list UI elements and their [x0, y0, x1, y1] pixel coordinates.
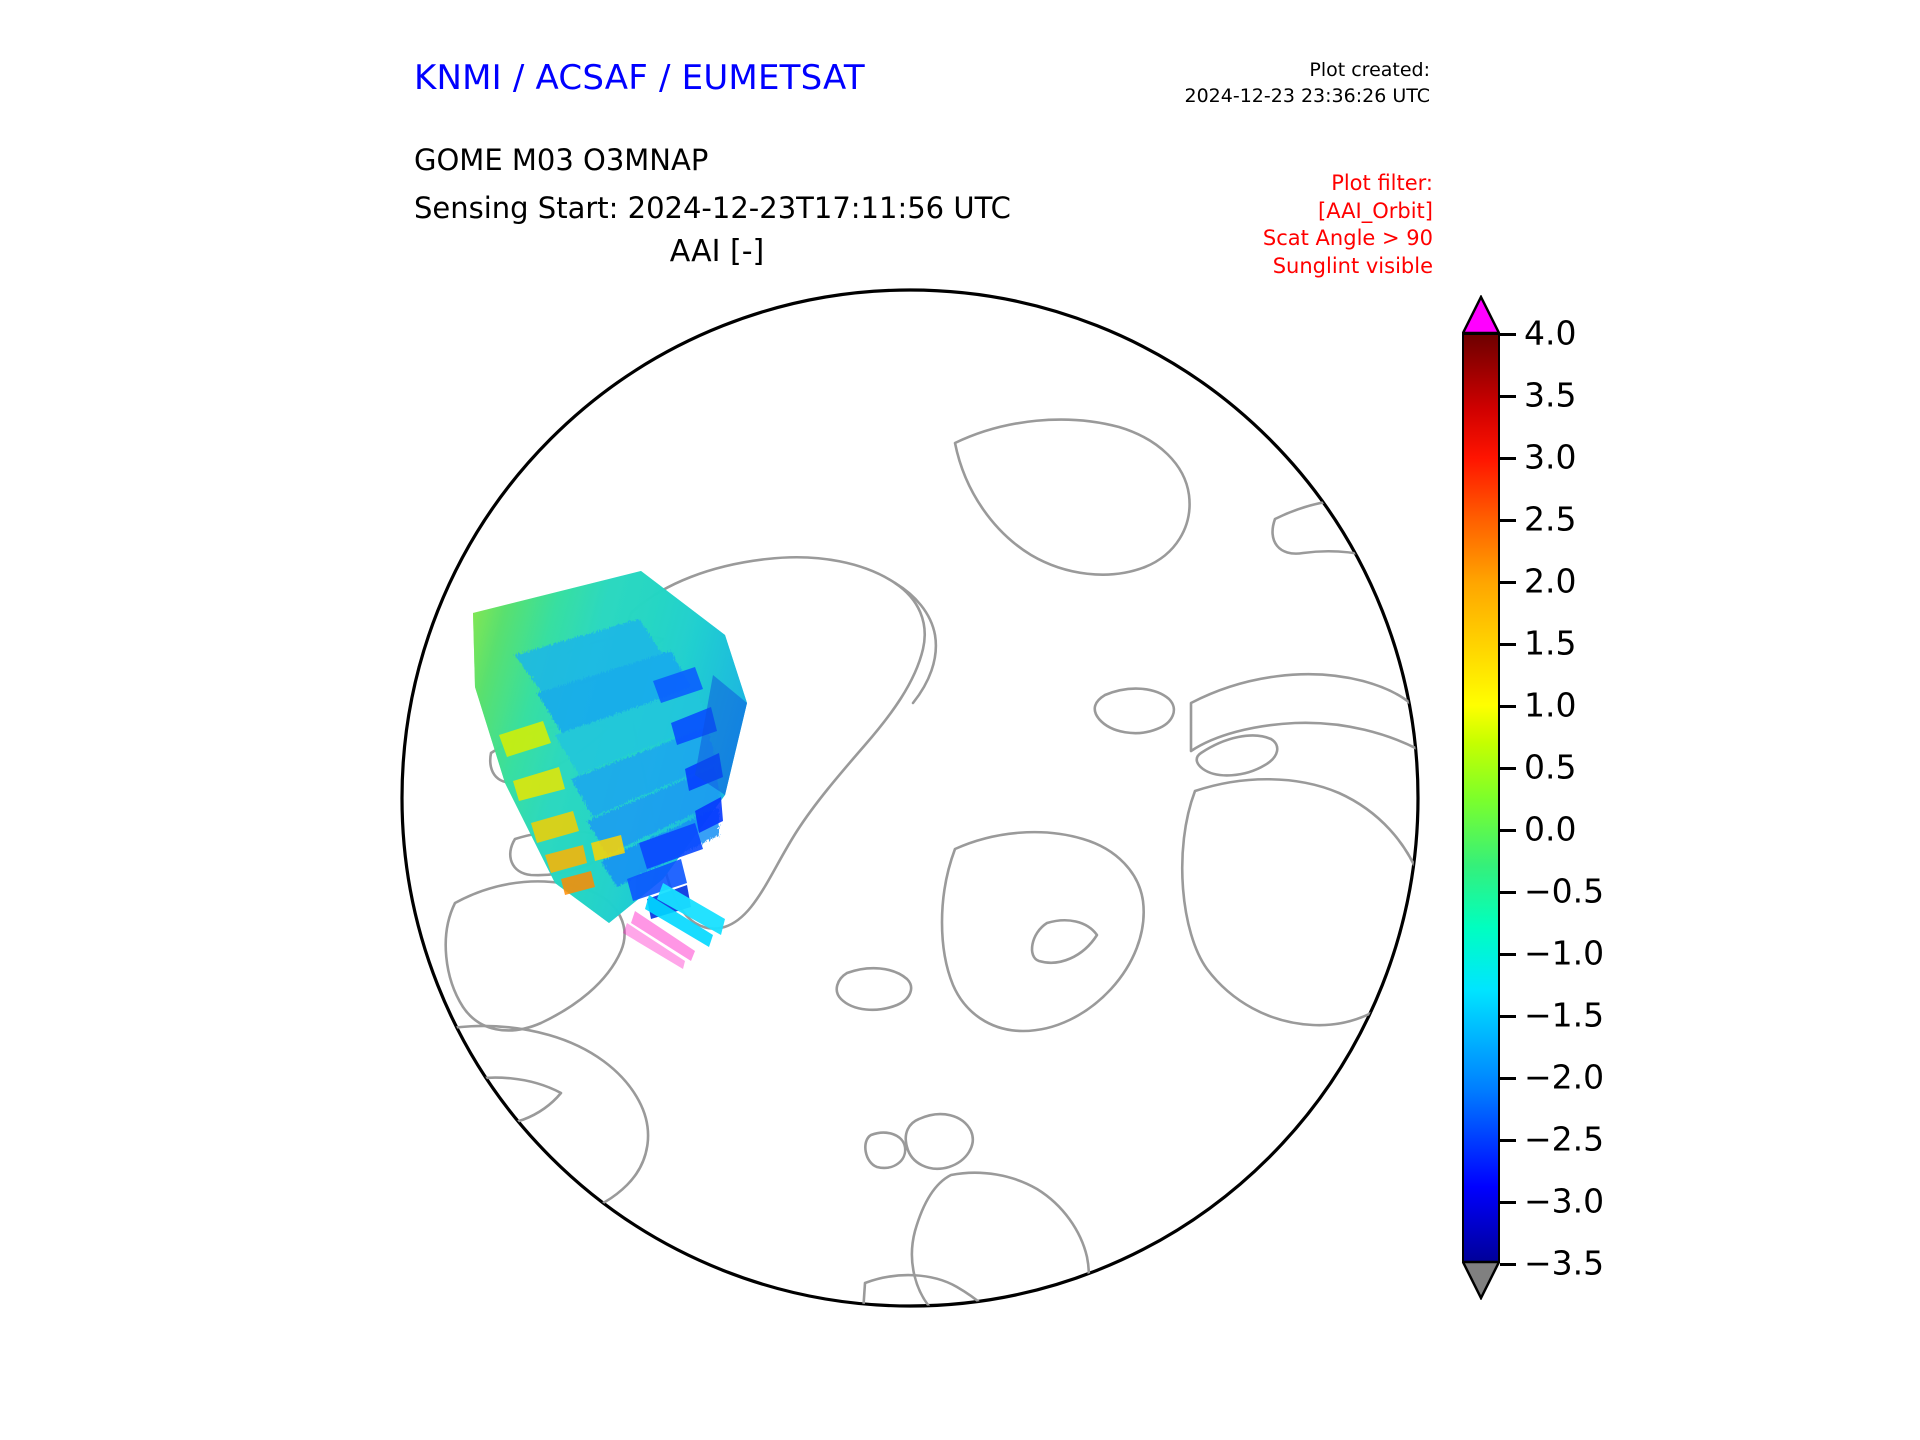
colorbar-tick-label: −1.5 [1524, 995, 1605, 1035]
colorbar-tick-label: 3.5 [1524, 375, 1577, 415]
colorbar-tick-label: 0.5 [1524, 747, 1577, 787]
colorbar-under-arrow-outline [1462, 1260, 1500, 1300]
colorbar-tick-label: −1.0 [1524, 933, 1605, 973]
colorbar-tick [1500, 1139, 1516, 1142]
colorbar-tick [1500, 1077, 1516, 1080]
colorbar-tick [1500, 519, 1516, 522]
colorbar-tick [1500, 829, 1516, 832]
organisation-title: KNMI / ACSAF / EUMETSAT [414, 58, 865, 98]
plot-filter-block: Plot filter: [AAI_Orbit] Scat Angle > 90… [1263, 170, 1433, 281]
globe-outline [400, 288, 1420, 1308]
colorbar-tick [1500, 1015, 1516, 1018]
colorbar-over-arrow [1462, 297, 1500, 333]
colorbar-tick-label: 4.0 [1524, 313, 1577, 353]
colorbar-over-arrow-outline [1462, 295, 1500, 335]
colorbar-tick-label: −3.5 [1524, 1243, 1605, 1283]
aai-swath [473, 571, 747, 969]
colorbar-tick-label: 2.0 [1524, 561, 1577, 601]
colorbar-tick [1500, 333, 1516, 336]
colorbar-tick [1500, 953, 1516, 956]
plot-filter-condition: Scat Angle > 90 [1262, 226, 1433, 251]
plot-filter-note: Sunglint visible [1272, 254, 1433, 279]
colorbar-tick-label: 1.5 [1524, 623, 1577, 663]
colorbar-tick [1500, 705, 1516, 708]
colorbar-tick-label: 3.0 [1524, 437, 1577, 477]
colorbar-gradient [1462, 333, 1500, 1263]
plot-filter-label: Plot filter: [1331, 171, 1433, 195]
colorbar-tick [1500, 891, 1516, 894]
colorbar-tick-label: 0.0 [1524, 809, 1577, 849]
colorbar[interactable]: 4.0 3.5 3.0 2.5 2.0 1.5 1.0 0.5 0.0 −0.5 −1.0 −1.5 −… [1448, 285, 1748, 1315]
colorbar-tick-label: −0.5 [1524, 871, 1605, 911]
colorbar-tick-label: −3.0 [1524, 1181, 1605, 1221]
colorbar-tick [1500, 457, 1516, 460]
colorbar-tick-label: 2.5 [1524, 499, 1577, 539]
colorbar-tick [1500, 581, 1516, 584]
colorbar-under-arrow [1462, 1262, 1500, 1298]
colorbar-tick-label: 1.0 [1524, 685, 1577, 725]
plot-created-block: Plot created: 2024-12-23 23:36:26 UTC [1185, 58, 1431, 109]
colorbar-tick [1500, 1263, 1516, 1266]
plot-created-label: Plot created: [1309, 59, 1430, 81]
colorbar-tick [1500, 395, 1516, 398]
colorbar-tick-label: −2.0 [1524, 1057, 1605, 1097]
orthographic-globe [400, 288, 1420, 1308]
sensing-start-label: Sensing Start: 2024-12-23T17:11:56 UTC [414, 191, 1011, 225]
page-title: AAI [-] [669, 234, 765, 269]
plot-filter-name: [AAI_Orbit] [1318, 198, 1433, 223]
colorbar-tick [1500, 1201, 1516, 1204]
colorbar-tick-label: −2.5 [1524, 1119, 1605, 1159]
sunglint-streak [623, 883, 725, 969]
colorbar-tick [1500, 643, 1516, 646]
product-title: GOME M03 O3MNAP [414, 143, 709, 177]
plot-created-timestamp: 2024-12-23 23:36:26 UTC [1184, 84, 1431, 107]
map-plot-area[interactable] [395, 283, 1425, 1313]
colorbar-tick [1500, 767, 1516, 770]
